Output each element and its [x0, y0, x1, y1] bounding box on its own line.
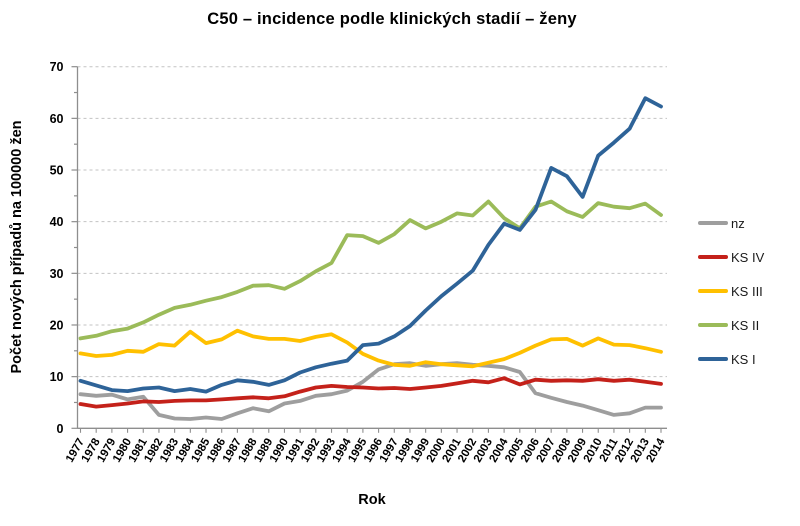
gridlines: [77, 66, 667, 378]
series-line-ks-iii: [78, 328, 663, 369]
y-tick-label-70: 70: [50, 60, 64, 74]
legend-item-ks-i: KS I: [698, 342, 798, 376]
y-tick-label-30: 30: [50, 267, 64, 281]
x-tick-labels: 1977197819791980198119821983198419851986…: [64, 436, 668, 465]
y-tick-label-0: 0: [57, 422, 64, 436]
legend-swatch-nz: [698, 221, 728, 225]
legend-label: KS II: [731, 317, 760, 333]
series-line-ks-iv: [78, 376, 663, 409]
chart-title: C50 – incidence podle klinických stadií …: [207, 10, 577, 28]
series-lines: [78, 96, 663, 421]
legend-item-ks-iii: KS III: [698, 274, 798, 308]
legend-swatch-ks-i: [698, 357, 728, 361]
y-tick-label-60: 60: [50, 112, 64, 126]
y-tick-label-50: 50: [50, 164, 64, 178]
legend-item-ks-ii: KS II: [698, 308, 798, 342]
y-tick-label-10: 10: [50, 370, 64, 384]
series-line-ks-ii: [78, 199, 663, 341]
legend-swatch-ks-iii: [698, 289, 728, 293]
y-tick-label-40: 40: [50, 215, 64, 229]
legend: nz KS IV KS III KS II KS I: [698, 206, 798, 376]
y-tick-labels: 0 10 20 30 40 50 60 70: [50, 60, 64, 436]
legend-label: nz: [731, 215, 745, 231]
legend-swatch-ks-iv: [698, 255, 728, 259]
legend-label: KS I: [731, 351, 756, 367]
legend-label: KS III: [731, 283, 763, 299]
legend-label: KS IV: [731, 249, 765, 265]
legend-item-nz: nz: [698, 206, 798, 240]
x-axis-title: Rok: [358, 492, 386, 508]
tick-marks: [71, 66, 662, 433]
series-line-nz: [78, 361, 663, 421]
legend-swatch-ks-ii: [698, 323, 728, 327]
series-line-ks-i: [78, 96, 663, 394]
y-tick-label-20: 20: [50, 318, 64, 332]
legend-item-ks-iv: KS IV: [698, 240, 798, 274]
